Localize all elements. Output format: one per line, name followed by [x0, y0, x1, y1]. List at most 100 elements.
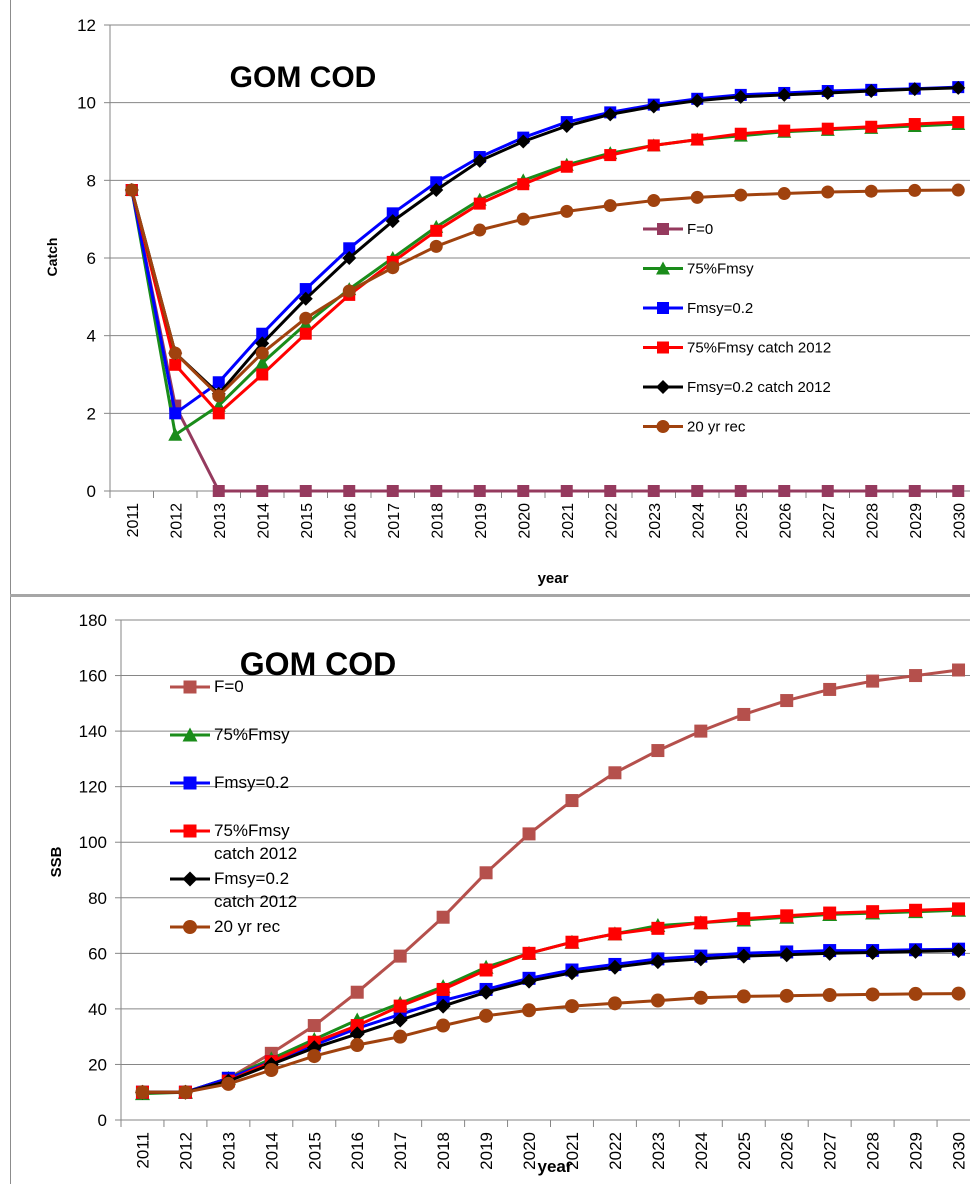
data-point-fmsy-0-2-catch-2012: [865, 945, 881, 960]
ssb-axes: [115, 619, 970, 1127]
data-point-f-0: [299, 485, 312, 497]
ssb-gridlines: [121, 619, 970, 1065]
data-point-fmsy-0-2-catch-2012: [779, 947, 795, 963]
legend-marker: [657, 302, 669, 314]
data-point-fmsy-0-2-catch-2012: [435, 998, 451, 1014]
data-point-f-0: [866, 674, 880, 688]
data-point-20-yr-rec: [135, 1085, 150, 1100]
series-line-20-yr-rec: [142, 992, 959, 1094]
data-point-fmsy-0-2-catch-2012: [478, 984, 494, 1000]
data-point-20-yr-rec: [350, 1038, 365, 1052]
data-point-fmsy-0-2-catch-2012: [559, 118, 574, 133]
data-point-75-fmsy-catch-2012: [350, 1019, 364, 1033]
x-tick-label: 2013: [219, 1132, 238, 1170]
x-tick-label: 2025: [734, 503, 751, 539]
data-point-f-0: [436, 910, 450, 924]
ssb-y-axis-label: SSB: [48, 846, 65, 877]
y-tick-label: 80: [88, 889, 107, 908]
x-tick-label: 2022: [606, 1132, 625, 1170]
data-point-f-0: [560, 485, 573, 497]
series-line-20-yr-rec: [130, 188, 959, 398]
data-point-20-yr-rec: [736, 989, 751, 1004]
data-point-20-yr-rec: [690, 190, 704, 204]
data-point-20-yr-rec: [951, 986, 966, 1001]
data-point-fmsy-0-2-catch-2012: [392, 1012, 408, 1028]
data-point-f-0: [694, 724, 708, 738]
data-point-fmsy-0-2-catch-2012: [908, 943, 924, 959]
catch-chart-title: GOM COD: [230, 61, 377, 94]
x-tick-label: 2029: [907, 1132, 926, 1170]
data-point-f-0: [651, 744, 665, 758]
data-point-f-0: [386, 485, 399, 497]
data-point-f-0: [780, 694, 794, 708]
data-point-fmsy-0-2-catch-2012: [693, 951, 709, 967]
data-point-75-fmsy: [168, 427, 183, 441]
x-tick-label: 2020: [520, 1132, 539, 1170]
data-point-fmsy-0-2-catch-2012: [516, 134, 531, 149]
legend-item-75-fmsy-catch-2012: 75%Fmsy catch 2012: [170, 821, 297, 863]
data-point-75-fmsy-catch-2012: [393, 999, 407, 1013]
legend-marker: [656, 261, 670, 275]
data-point-f-0: [952, 663, 966, 677]
data-point-f-0: [256, 485, 269, 497]
y-tick-label: 0: [87, 482, 96, 501]
series-line-75-fmsy-catch-2012: [130, 120, 959, 415]
x-tick-label: 2015: [299, 503, 316, 539]
data-point-20-yr-rec: [821, 185, 835, 199]
data-point-20-yr-rec: [299, 311, 313, 325]
data-point-fmsy-0-2: [256, 327, 269, 340]
data-point-75-fmsy-catch-2012: [608, 927, 622, 941]
data-point-75-fmsy-catch-2012: [436, 982, 450, 996]
x-tick-label: 2012: [176, 1132, 195, 1170]
y-tick-label: 0: [98, 1111, 107, 1130]
x-tick-label: 2026: [777, 503, 794, 539]
data-point-20-yr-rec: [307, 1049, 322, 1064]
data-point-f-0: [393, 949, 407, 963]
data-point-f-0: [343, 485, 356, 497]
data-point-f-0: [865, 485, 878, 497]
data-point-f-0: [734, 485, 747, 497]
data-point-20-yr-rec: [386, 261, 400, 275]
data-point-75-fmsy-catch-2012: [865, 120, 878, 133]
y-tick-label: 100: [79, 833, 107, 852]
data-point-fmsy-0-2-catch-2012: [472, 153, 487, 168]
data-point-20-yr-rec: [822, 988, 837, 1002]
catch-chart: 0 2 4 6 8 10 12 2011 2012 2013 2014 2015 2016 2017 201…: [44, 16, 970, 587]
legend-marker: [183, 680, 197, 694]
legend-marker: [656, 380, 670, 394]
data-point-fmsy-0-2-catch-2012: [521, 973, 537, 989]
series-line-75-fmsy: [130, 122, 959, 437]
data-point-75-fmsy-catch-2012: [780, 909, 794, 923]
legend-label: Fmsy=0.2 catch 2012: [687, 379, 831, 396]
data-point-75-fmsy-catch-2012: [737, 912, 751, 926]
x-tick-label: 2023: [649, 1132, 668, 1170]
data-point-f-0: [952, 485, 965, 497]
y-tick-label: 40: [88, 1000, 107, 1019]
legend-item-20-yr-rec: 20 yr rec: [643, 419, 746, 436]
panel-border: [10, 0, 11, 596]
x-tick-label: 2018: [434, 1132, 453, 1170]
x-tick-label: 2014: [255, 503, 272, 539]
data-point-75-fmsy-catch-2012: [691, 133, 704, 146]
data-point-f-0: [479, 866, 493, 880]
data-point-20-yr-rec: [777, 187, 791, 201]
data-point-f-0: [908, 485, 921, 497]
x-tick-label: 2024: [692, 1132, 711, 1170]
data-point-75-fmsy-catch-2012: [821, 122, 834, 135]
ssb-series: [134, 663, 967, 1101]
data-point-20-yr-rec: [693, 990, 708, 1005]
legend-item-f-0: F=0: [643, 221, 713, 238]
data-point-20-yr-rec: [479, 1008, 494, 1023]
data-point-20-yr-rec: [125, 183, 139, 197]
legend-marker: [182, 871, 198, 887]
data-point-75-fmsy-catch-2012: [479, 963, 493, 977]
legend-item-fmsy-0-2-catch-2012: Fmsy=0.2 catch 2012: [170, 869, 297, 911]
x-tick-label: 2016: [348, 1132, 367, 1170]
data-point-fmsy-0-2-catch-2012: [951, 943, 967, 959]
ssb-x-axis-label: year: [538, 1157, 573, 1176]
x-tick-label: 2028: [864, 1132, 883, 1170]
legend-label: F=0: [687, 221, 713, 238]
data-point-fmsy-0-2: [386, 207, 399, 220]
x-tick-label: 2027: [821, 503, 838, 539]
data-point-f-0: [823, 682, 837, 696]
